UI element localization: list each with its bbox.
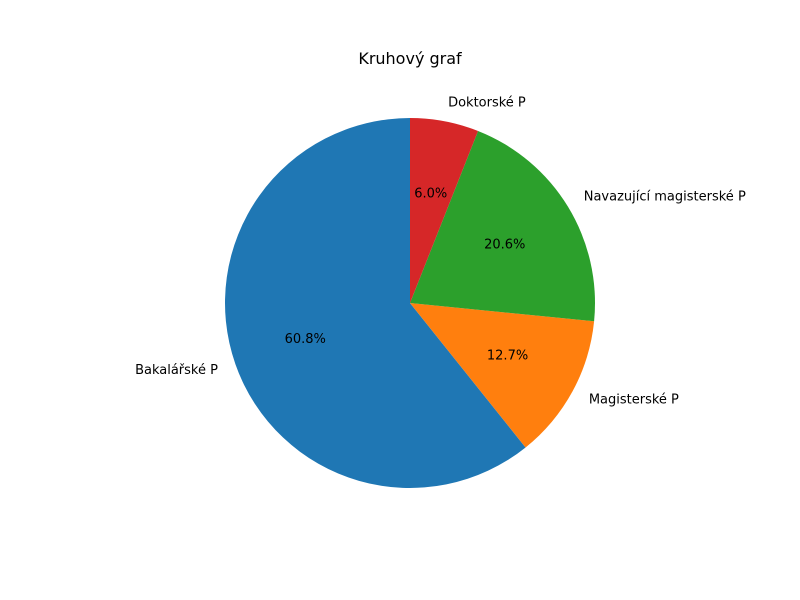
slice-percent-bakalarske-p: 60.8% (285, 332, 326, 347)
slice-label-bakalarske-p: Bakalářské P (135, 363, 218, 378)
pie-slice-magisterske-p (410, 303, 595, 448)
pie-slices (225, 118, 596, 489)
pie-slice-navazujici-magisterske-p (410, 130, 596, 322)
slice-label-magisterske-p: Magisterské P (589, 393, 679, 408)
chart-title: Kruhový graf (358, 49, 462, 68)
slice-percent-doktorske-p: 6.0% (414, 186, 447, 201)
pie-labels: Bakalářské P 60.8% Magisterské P 12.7% Navaz… (135, 96, 746, 408)
pie-slice-bakalarske-p (225, 118, 526, 489)
slice-label-doktorske-p: Doktorské P (448, 96, 526, 111)
pie-slice-doktorske-p (410, 118, 479, 303)
slice-percent-navazujici-magisterske-p: 20.6% (484, 238, 525, 253)
slice-percent-magisterske-p: 12.7% (487, 348, 528, 363)
slice-label-navazujici-magisterske-p: Navazující magisterské P (584, 190, 746, 205)
